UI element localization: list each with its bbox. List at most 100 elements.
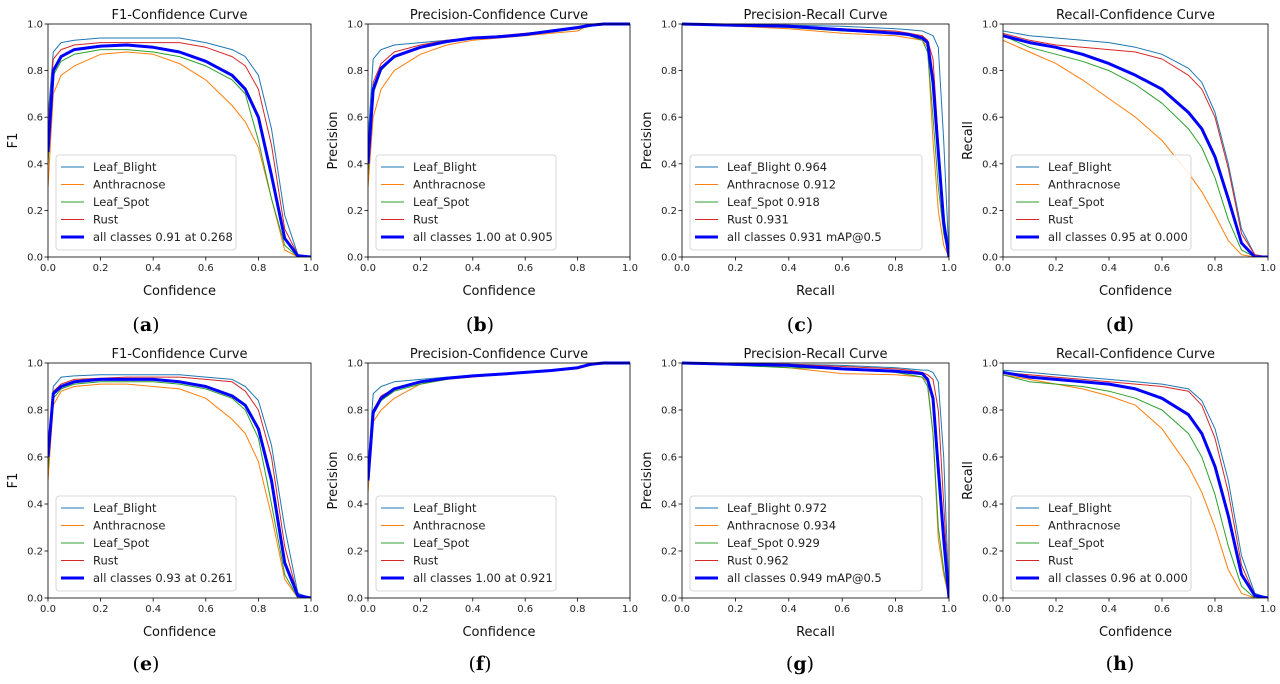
y-tick-label: 1.0 [982, 20, 998, 31]
y-tick-label: 0.4 [982, 159, 998, 170]
legend-label: Anthracnose [93, 178, 165, 192]
series-line-rust [1003, 32, 1268, 257]
legend-box [689, 495, 923, 592]
series-line-rust [48, 376, 311, 598]
legend-label: Leaf_Spot [413, 536, 470, 550]
y-tick-label: 0.6 [27, 113, 43, 124]
x-tick-label: 0.2 [93, 604, 109, 615]
panel-label: (g) [786, 653, 814, 675]
x-tick-label: 0.8 [888, 604, 904, 615]
x-tick-label: 0.8 [888, 263, 904, 274]
x-tick-label: 0.6 [198, 263, 214, 274]
y-tick-label: 0.4 [982, 500, 998, 511]
legend-label: Leaf_Blight 0.972 [727, 501, 827, 515]
x-axis-label: Confidence [143, 625, 216, 640]
panel-label-letter: g [793, 653, 806, 675]
legend: Leaf_Blight Anthracnose Leaf_Spot Rust all c… [1010, 154, 1192, 251]
x-tick-label: 1.0 [622, 263, 638, 274]
x-tick-label: 0.6 [834, 263, 850, 274]
plot-frame [367, 23, 631, 258]
subplot-e: F1-Confidence Curve 0.0 0.2 0.4 0.6 0.8 1.0 0.0… [6, 347, 319, 675]
legend-box [55, 154, 237, 251]
legend-label: Leaf_Spot [413, 195, 470, 209]
legend-label: Leaf_Blight [413, 160, 477, 174]
series-line-leaf_blight [1003, 30, 1268, 257]
panel-label-open: ( [132, 314, 139, 336]
y-axis-label: F1 [6, 133, 21, 149]
legend-label: Leaf_Blight [1048, 501, 1112, 515]
x-tick-label: 0.4 [465, 604, 481, 615]
legend-label: Leaf_Spot [1048, 195, 1105, 209]
y-tick-label: 0.6 [347, 113, 363, 124]
legend: Leaf_Blight Anthracnose Leaf_Spot Rust all c… [375, 154, 557, 251]
y-tick-label: 0.8 [982, 406, 998, 417]
subplot-h: Recall-Confidence Curve 0.0 0.2 0.4 0.6 0.8 1.… [961, 347, 1276, 675]
legend-label: all classes 0.95 at 0.000 [1048, 230, 1188, 244]
x-tick-label: 0.6 [1154, 604, 1170, 615]
legend-label: Anthracnose 0.912 [727, 178, 836, 192]
x-tick-label: 0.0 [995, 604, 1011, 615]
panel-label: (c) [787, 314, 813, 336]
legend-label: Leaf_Spot [93, 195, 150, 209]
x-axis-label: Confidence [462, 284, 535, 299]
panel-label-open: ( [466, 314, 473, 336]
legend-label: Anthracnose [1048, 178, 1120, 192]
x-tick-label: 0.4 [145, 604, 161, 615]
panel-label-close: ) [152, 653, 159, 675]
x-tick-label: 0.2 [727, 604, 743, 615]
plot-frame [47, 23, 312, 258]
series-line-anthracnose [682, 23, 949, 257]
panel-label-open: ( [133, 653, 140, 675]
x-tick-label: 0.8 [250, 263, 266, 274]
y-tick-label: 0.0 [661, 594, 677, 605]
legend: Leaf_Blight Anthracnose Leaf_Spot Rust all c… [55, 495, 237, 592]
series-line-anthracnose [48, 383, 311, 598]
legend-label: Anthracnose 0.934 [727, 519, 836, 533]
legend-label: Leaf_Blight [93, 501, 157, 515]
y-axis-label: Precision [640, 111, 655, 169]
x-tick-label: 1.0 [1260, 263, 1276, 274]
legend: Leaf_Blight 0.964 Anthracnose 0.912 Leaf_S… [689, 154, 923, 251]
x-tick-label: 0.0 [360, 604, 376, 615]
x-axis-label: Confidence [462, 625, 535, 640]
series-line-leaf_blight [48, 374, 311, 598]
x-axis-label: Confidence [1099, 284, 1172, 299]
y-tick-label: 0.4 [27, 500, 43, 511]
y-tick-label: 0.4 [661, 500, 677, 511]
panel-label-letter: b [473, 314, 486, 336]
legend-label: Rust [1048, 554, 1074, 568]
x-tick-label: 1.0 [303, 263, 319, 274]
x-tick-label: 0.0 [674, 604, 690, 615]
y-tick-label: 0.0 [982, 253, 998, 264]
x-tick-label: 0.6 [198, 604, 214, 615]
x-axis-label: Confidence [1099, 625, 1172, 640]
panel-label-close: ) [807, 653, 814, 675]
series-line-all [368, 22, 630, 164]
x-tick-label: 1.0 [622, 604, 638, 615]
y-tick-label: 0.4 [347, 500, 363, 511]
y-tick-label: 0.8 [661, 66, 677, 77]
x-tick-label: 0.0 [40, 263, 56, 274]
legend-label: Leaf_Spot 0.918 [727, 195, 820, 209]
series-line-all [368, 361, 630, 481]
legend: Leaf_Blight Anthracnose Leaf_Spot Rust all c… [1010, 495, 1192, 592]
series-line-leaf_spot [1003, 374, 1268, 598]
y-tick-label: 0.2 [347, 206, 363, 217]
x-tick-label: 0.4 [465, 263, 481, 274]
panel-label: (e) [133, 653, 160, 675]
legend-box [375, 154, 557, 251]
x-tick-label: 0.8 [570, 604, 586, 615]
legend-label: Leaf_Spot 0.929 [727, 536, 820, 550]
subplot-d: Recall-Confidence Curve 0.0 0.2 0.4 0.6 0.8 1.… [961, 8, 1276, 336]
panel-label-letter: a [140, 314, 152, 336]
y-tick-label: 0.8 [661, 406, 677, 417]
y-tick-label: 0.2 [982, 547, 998, 558]
series-line-all [1003, 34, 1268, 257]
panel-label-open: ( [1106, 314, 1113, 336]
x-tick-label: 0.2 [1048, 604, 1064, 615]
legend-label: Rust [93, 213, 119, 227]
y-tick-label: 0.0 [27, 594, 43, 605]
y-tick-label: 0.2 [27, 206, 43, 217]
y-tick-label: 0.0 [347, 253, 363, 264]
